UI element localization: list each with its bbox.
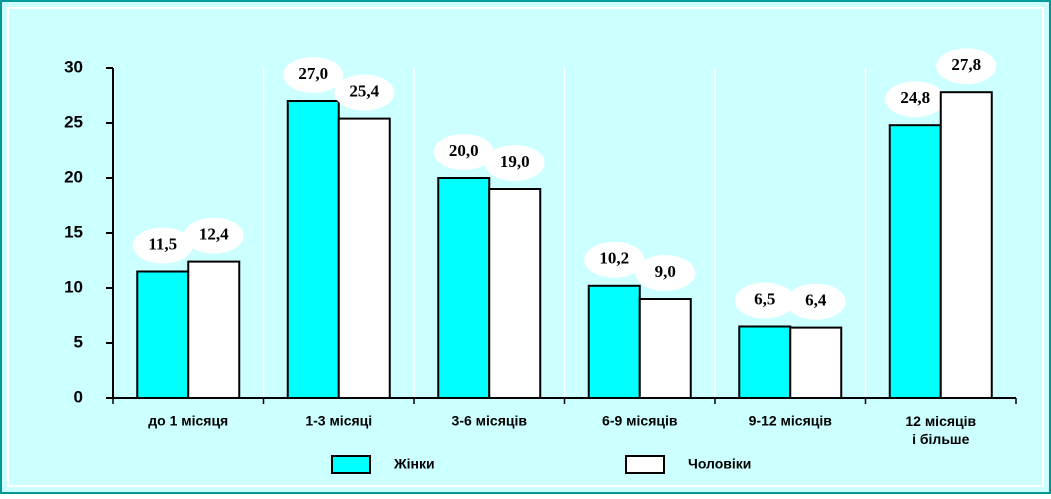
value-label-bubble xyxy=(734,282,795,319)
x-tick-label: 3-6 місяців xyxy=(452,413,528,429)
bar xyxy=(488,188,542,399)
bar xyxy=(587,284,641,399)
legend-swatch xyxy=(625,455,665,474)
bar xyxy=(337,117,391,399)
y-tick-label: 20 xyxy=(64,167,83,186)
value-label: 12,4 xyxy=(199,225,229,244)
chart-frame xyxy=(7,7,1044,487)
x-tick-label: 1-3 місяці xyxy=(305,413,372,429)
y-tick-label: 10 xyxy=(64,277,83,296)
value-label: 24,8 xyxy=(900,88,930,107)
legend-label: Жінки xyxy=(393,456,435,472)
value-label-bubble xyxy=(484,145,545,181)
bar xyxy=(888,124,942,399)
value-label: 27,8 xyxy=(951,55,981,74)
value-label-bubble xyxy=(433,134,494,170)
bar xyxy=(738,325,792,399)
bar xyxy=(789,326,843,400)
value-label-bubble xyxy=(283,57,344,93)
bar xyxy=(187,260,241,399)
value-label-bubble xyxy=(132,227,193,264)
value-label: 20,0 xyxy=(449,141,479,160)
value-label: 6,5 xyxy=(754,289,775,308)
bar xyxy=(437,177,491,399)
value-label-bubble xyxy=(635,255,696,291)
y-tick-label: 15 xyxy=(64,222,83,241)
value-label: 25,4 xyxy=(349,82,379,101)
value-label: 19,0 xyxy=(500,152,530,171)
x-tick-label: 9-12 місяців xyxy=(749,413,833,429)
value-label-bubble xyxy=(334,74,395,111)
x-tick-label: 12 місяців і більше xyxy=(905,413,976,447)
x-tick-label: 6-9 місяців xyxy=(602,413,678,429)
x-tick-label: до 1 місяця xyxy=(148,413,228,429)
y-tick-label: 5 xyxy=(74,332,83,351)
value-label: 11,5 xyxy=(148,234,177,253)
value-label-bubble xyxy=(885,81,946,118)
value-label-bubble xyxy=(936,48,997,85)
value-label: 27,0 xyxy=(298,64,328,83)
value-label-bubble xyxy=(785,283,846,320)
value-label: 9,0 xyxy=(655,262,676,281)
y-tick-label: 0 xyxy=(74,387,83,406)
value-label-bubble xyxy=(584,241,645,278)
y-tick-label: 25 xyxy=(64,112,83,131)
bar xyxy=(136,270,190,399)
legend-swatch xyxy=(331,455,371,474)
value-label: 6,4 xyxy=(805,291,827,310)
legend-label: Чоловіки xyxy=(688,456,751,472)
y-tick-label: 30 xyxy=(64,57,83,76)
bar xyxy=(638,298,692,399)
bar xyxy=(286,100,340,399)
value-label-bubble xyxy=(183,217,244,254)
value-label: 10,2 xyxy=(599,249,629,268)
bar xyxy=(939,91,993,399)
